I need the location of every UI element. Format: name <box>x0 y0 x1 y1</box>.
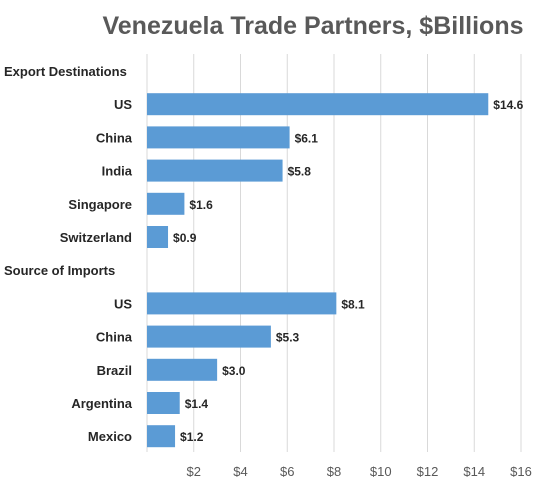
x-tick-label: $10 <box>370 464 392 479</box>
x-tick-label: $8 <box>327 464 341 479</box>
x-tick-label: $16 <box>510 464 532 479</box>
data-label: $8.1 <box>341 297 365 311</box>
bars <box>147 93 489 448</box>
category-label: China <box>96 130 133 145</box>
category-label: Argentina <box>71 396 132 411</box>
x-tick-label: $4 <box>233 464 247 479</box>
gridlines <box>146 54 522 452</box>
x-tick-label: $14 <box>463 464 485 479</box>
data-label: $6.1 <box>295 131 319 145</box>
chart-title: Venezuela Trade Partners, $Billions <box>102 12 523 40</box>
data-label: $5.8 <box>288 165 312 179</box>
x-tick-label: $2 <box>187 464 201 479</box>
category-label: India <box>102 164 133 179</box>
category-label: Switzerland <box>60 230 132 245</box>
data-label: $3.0 <box>222 364 246 378</box>
bar <box>147 358 218 381</box>
data-label: $14.6 <box>493 98 523 112</box>
group-label: Source of Imports <box>4 263 115 278</box>
category-label: China <box>96 330 133 345</box>
bar <box>147 292 337 315</box>
bar <box>147 93 489 116</box>
bar <box>147 392 180 414</box>
category-label: Brazil <box>97 363 132 378</box>
bar <box>147 226 169 248</box>
category-label: US <box>114 97 132 112</box>
data-label: $1.6 <box>189 198 213 212</box>
bar <box>147 126 290 149</box>
category-label: US <box>114 296 132 311</box>
category-label: Singapore <box>68 197 132 212</box>
bar <box>147 325 271 348</box>
x-tick-label: $12 <box>417 464 439 479</box>
data-label: $0.9 <box>173 231 197 245</box>
labels: $2 $4 $6 $8 $10 $12 $14 $16 Export Destinations U… <box>4 64 532 479</box>
data-label: $1.4 <box>185 397 209 411</box>
group-label: Export Destinations <box>4 64 127 79</box>
bar <box>147 425 176 448</box>
bar <box>147 192 185 215</box>
x-tick-label: $6 <box>280 464 294 479</box>
data-label: $1.2 <box>180 430 204 444</box>
data-label: $5.3 <box>276 331 300 345</box>
bar <box>147 159 283 182</box>
category-label: Mexico <box>88 429 132 444</box>
